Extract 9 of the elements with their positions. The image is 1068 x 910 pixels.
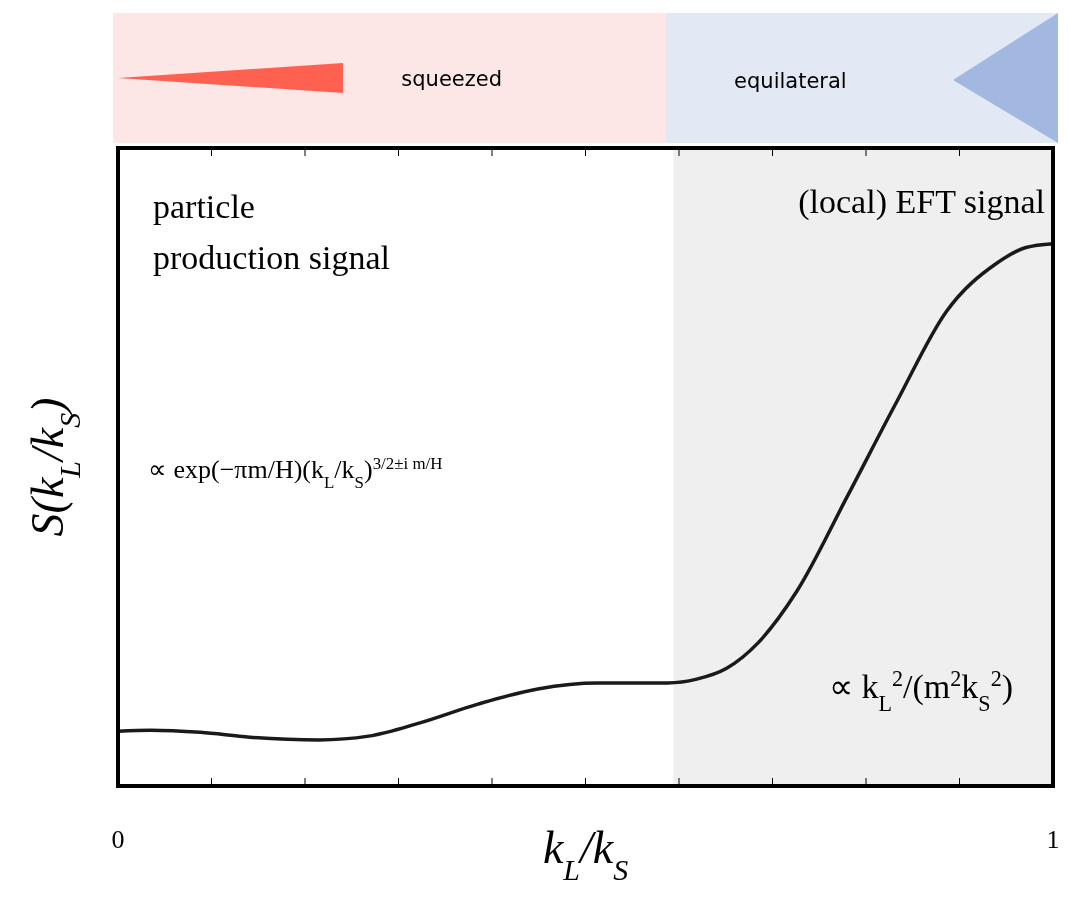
- text: squeezed: [401, 67, 503, 91]
- x-axis-title: k$_{L}$/k$_{S}$: [542, 822, 629, 886]
- annotation: particle production signal: [153, 188, 391, 276]
- text: equilateral: [734, 69, 847, 93]
- text: ∝ k$_{L}$$^{2}$/(m$^{2}$k$_{S}$$^{2}$): [829, 665, 1013, 716]
- annotation: ∝ exp(−πm/H)(k$_{L}$/k$_{S}$)$^{3/2±i m/H}$: [148, 453, 443, 492]
- band-label: (local) EFT signal: [798, 183, 1045, 221]
- x-tick-label: 0: [111, 825, 125, 854]
- x-tick-label: 1: [1046, 825, 1060, 854]
